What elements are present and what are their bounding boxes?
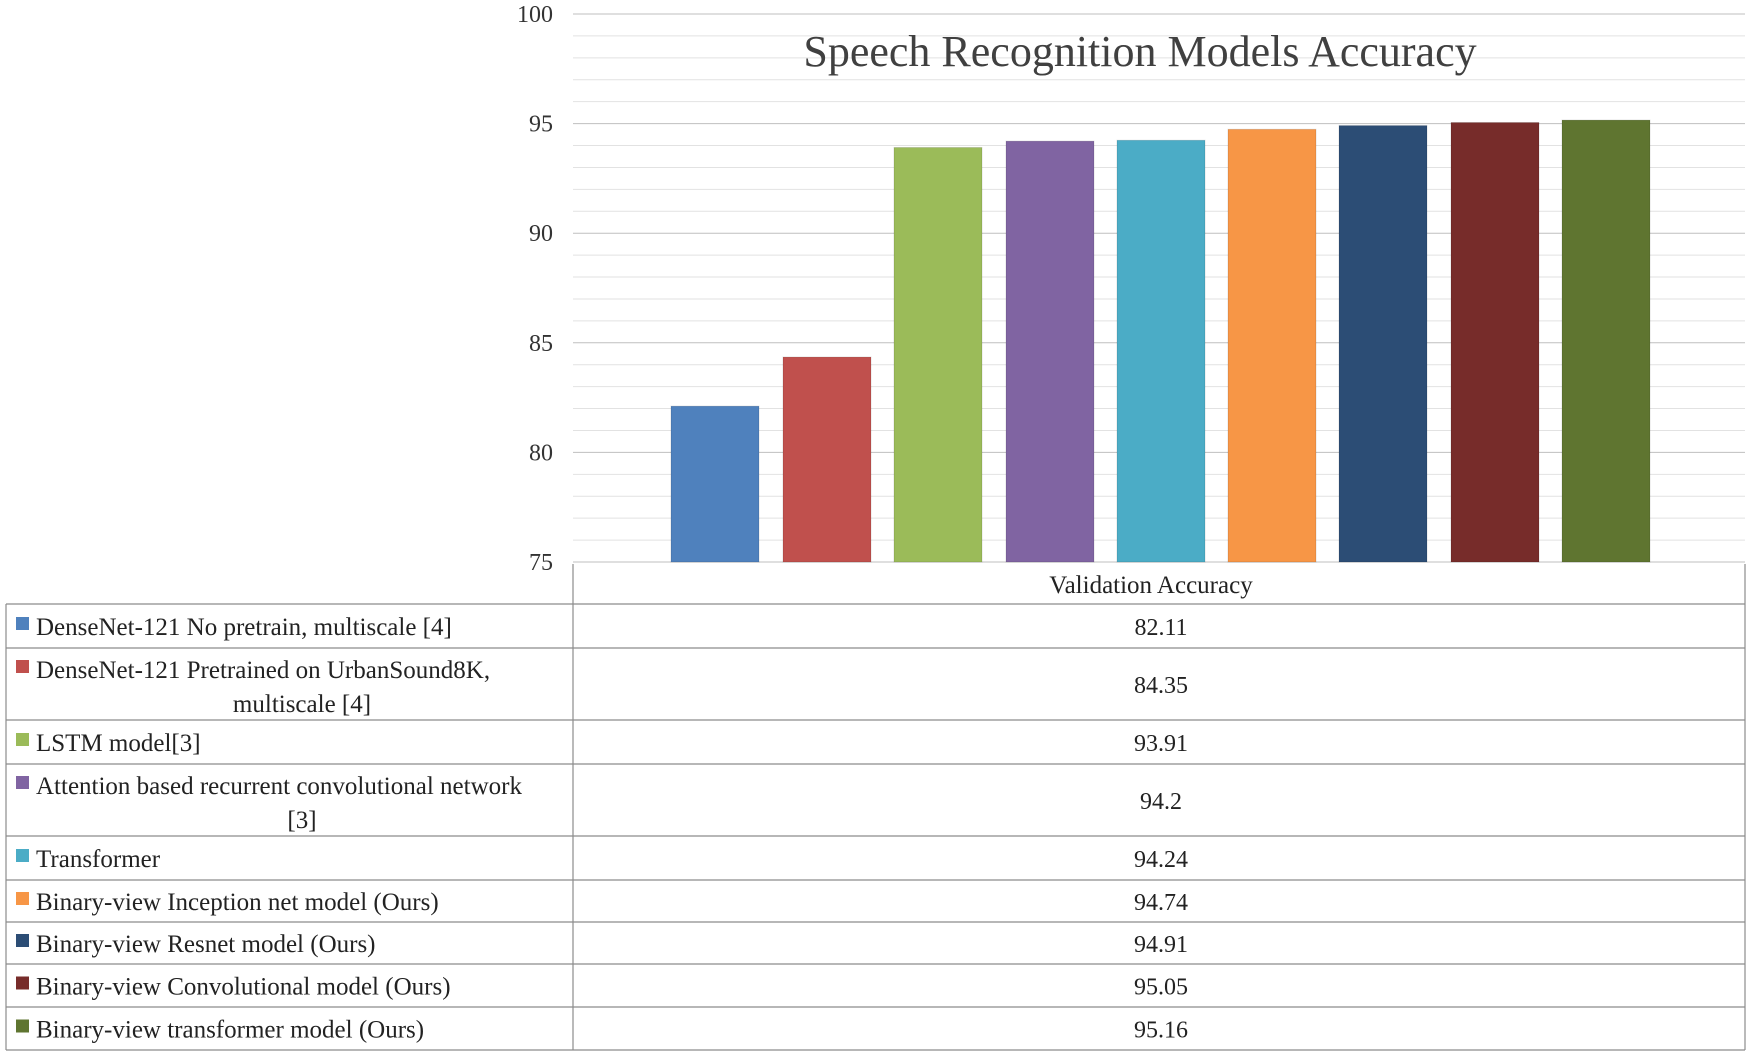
chart-title: Speech Recognition Models Accuracy bbox=[803, 27, 1476, 76]
bar bbox=[1450, 122, 1540, 563]
y-tick-label: 90 bbox=[529, 221, 553, 247]
bar bbox=[1227, 128, 1317, 563]
category-label: DenseNet-121 Pretrained on UrbanSound8K, bbox=[36, 657, 490, 684]
y-tick-label: 75 bbox=[529, 550, 553, 576]
category-label: Binary-view Resnet model (Ours) bbox=[36, 931, 376, 958]
bar bbox=[1005, 140, 1095, 563]
bar bbox=[670, 405, 760, 563]
legend-swatch bbox=[16, 660, 29, 673]
table-row: Binary-view transformer model (Ours) 95.1… bbox=[16, 1017, 1188, 1044]
category-label: Binary-view Convolutional model (Ours) bbox=[36, 974, 451, 1001]
legend-swatch bbox=[16, 934, 29, 947]
value-cell: 93.91 bbox=[1134, 731, 1188, 757]
table-row: Binary-view Resnet model (Ours) 94.91 bbox=[16, 931, 1188, 958]
category-label: Binary-view Inception net model (Ours) bbox=[36, 889, 439, 916]
category-label: Binary-view transformer model (Ours) bbox=[36, 1017, 424, 1044]
value-cell: 94.74 bbox=[1134, 890, 1188, 916]
data-table: Validation Accuracy DenseNet-121 No pretr… bbox=[5, 564, 1746, 1051]
table-row: LSTM model[3] 93.91 bbox=[16, 730, 1188, 757]
bars bbox=[670, 119, 1651, 563]
bar bbox=[1338, 125, 1428, 563]
value-cell: 82.11 bbox=[1134, 615, 1187, 641]
legend-swatch bbox=[16, 1019, 29, 1033]
bar bbox=[1116, 139, 1206, 563]
category-label: Attention based recurrent convolutional … bbox=[36, 773, 522, 800]
y-tick-label: 100 bbox=[517, 2, 553, 28]
legend-swatch bbox=[16, 733, 29, 746]
table-row: DenseNet-121 Pretrained on UrbanSound8K,… bbox=[16, 657, 1188, 718]
table-row: Binary-view Convolutional model (Ours) 95… bbox=[16, 974, 1188, 1001]
value-cell: 95.16 bbox=[1134, 1018, 1188, 1044]
category-label: DenseNet-121 No pretrain, multiscale [4] bbox=[36, 614, 452, 641]
y-tick-label: 95 bbox=[529, 112, 553, 138]
table-row: Transformer 94.24 bbox=[16, 846, 1188, 873]
bar bbox=[782, 356, 872, 563]
value-cell: 94.2 bbox=[1140, 789, 1182, 815]
category-label: LSTM model[3] bbox=[36, 730, 201, 757]
value-cell: 94.24 bbox=[1134, 847, 1188, 873]
y-tick-label: 85 bbox=[529, 331, 553, 357]
table-row: Attention based recurrent convolutional … bbox=[16, 773, 1182, 834]
category-label: [3] bbox=[287, 807, 316, 834]
y-axis-ticks: 75 80 85 90 95 100 bbox=[517, 2, 553, 576]
legend-swatch bbox=[16, 892, 29, 905]
bar bbox=[1561, 119, 1651, 563]
legend-swatch bbox=[16, 776, 29, 789]
value-cell: 95.05 bbox=[1134, 975, 1188, 1001]
legend-swatch bbox=[16, 976, 29, 990]
y-tick-label: 80 bbox=[529, 440, 553, 466]
category-label: multiscale [4] bbox=[233, 691, 371, 718]
legend-swatch bbox=[16, 849, 29, 862]
table-row: Binary-view Inception net model (Ours) 94… bbox=[16, 889, 1188, 916]
value-cell: 84.35 bbox=[1134, 673, 1188, 699]
table-header: Validation Accuracy bbox=[1049, 572, 1253, 599]
bar bbox=[893, 146, 983, 563]
category-label: Transformer bbox=[36, 846, 161, 873]
legend-swatch bbox=[16, 617, 29, 630]
value-cell: 94.91 bbox=[1134, 932, 1188, 958]
table-row: DenseNet-121 No pretrain, multiscale [4]… bbox=[16, 614, 1188, 641]
